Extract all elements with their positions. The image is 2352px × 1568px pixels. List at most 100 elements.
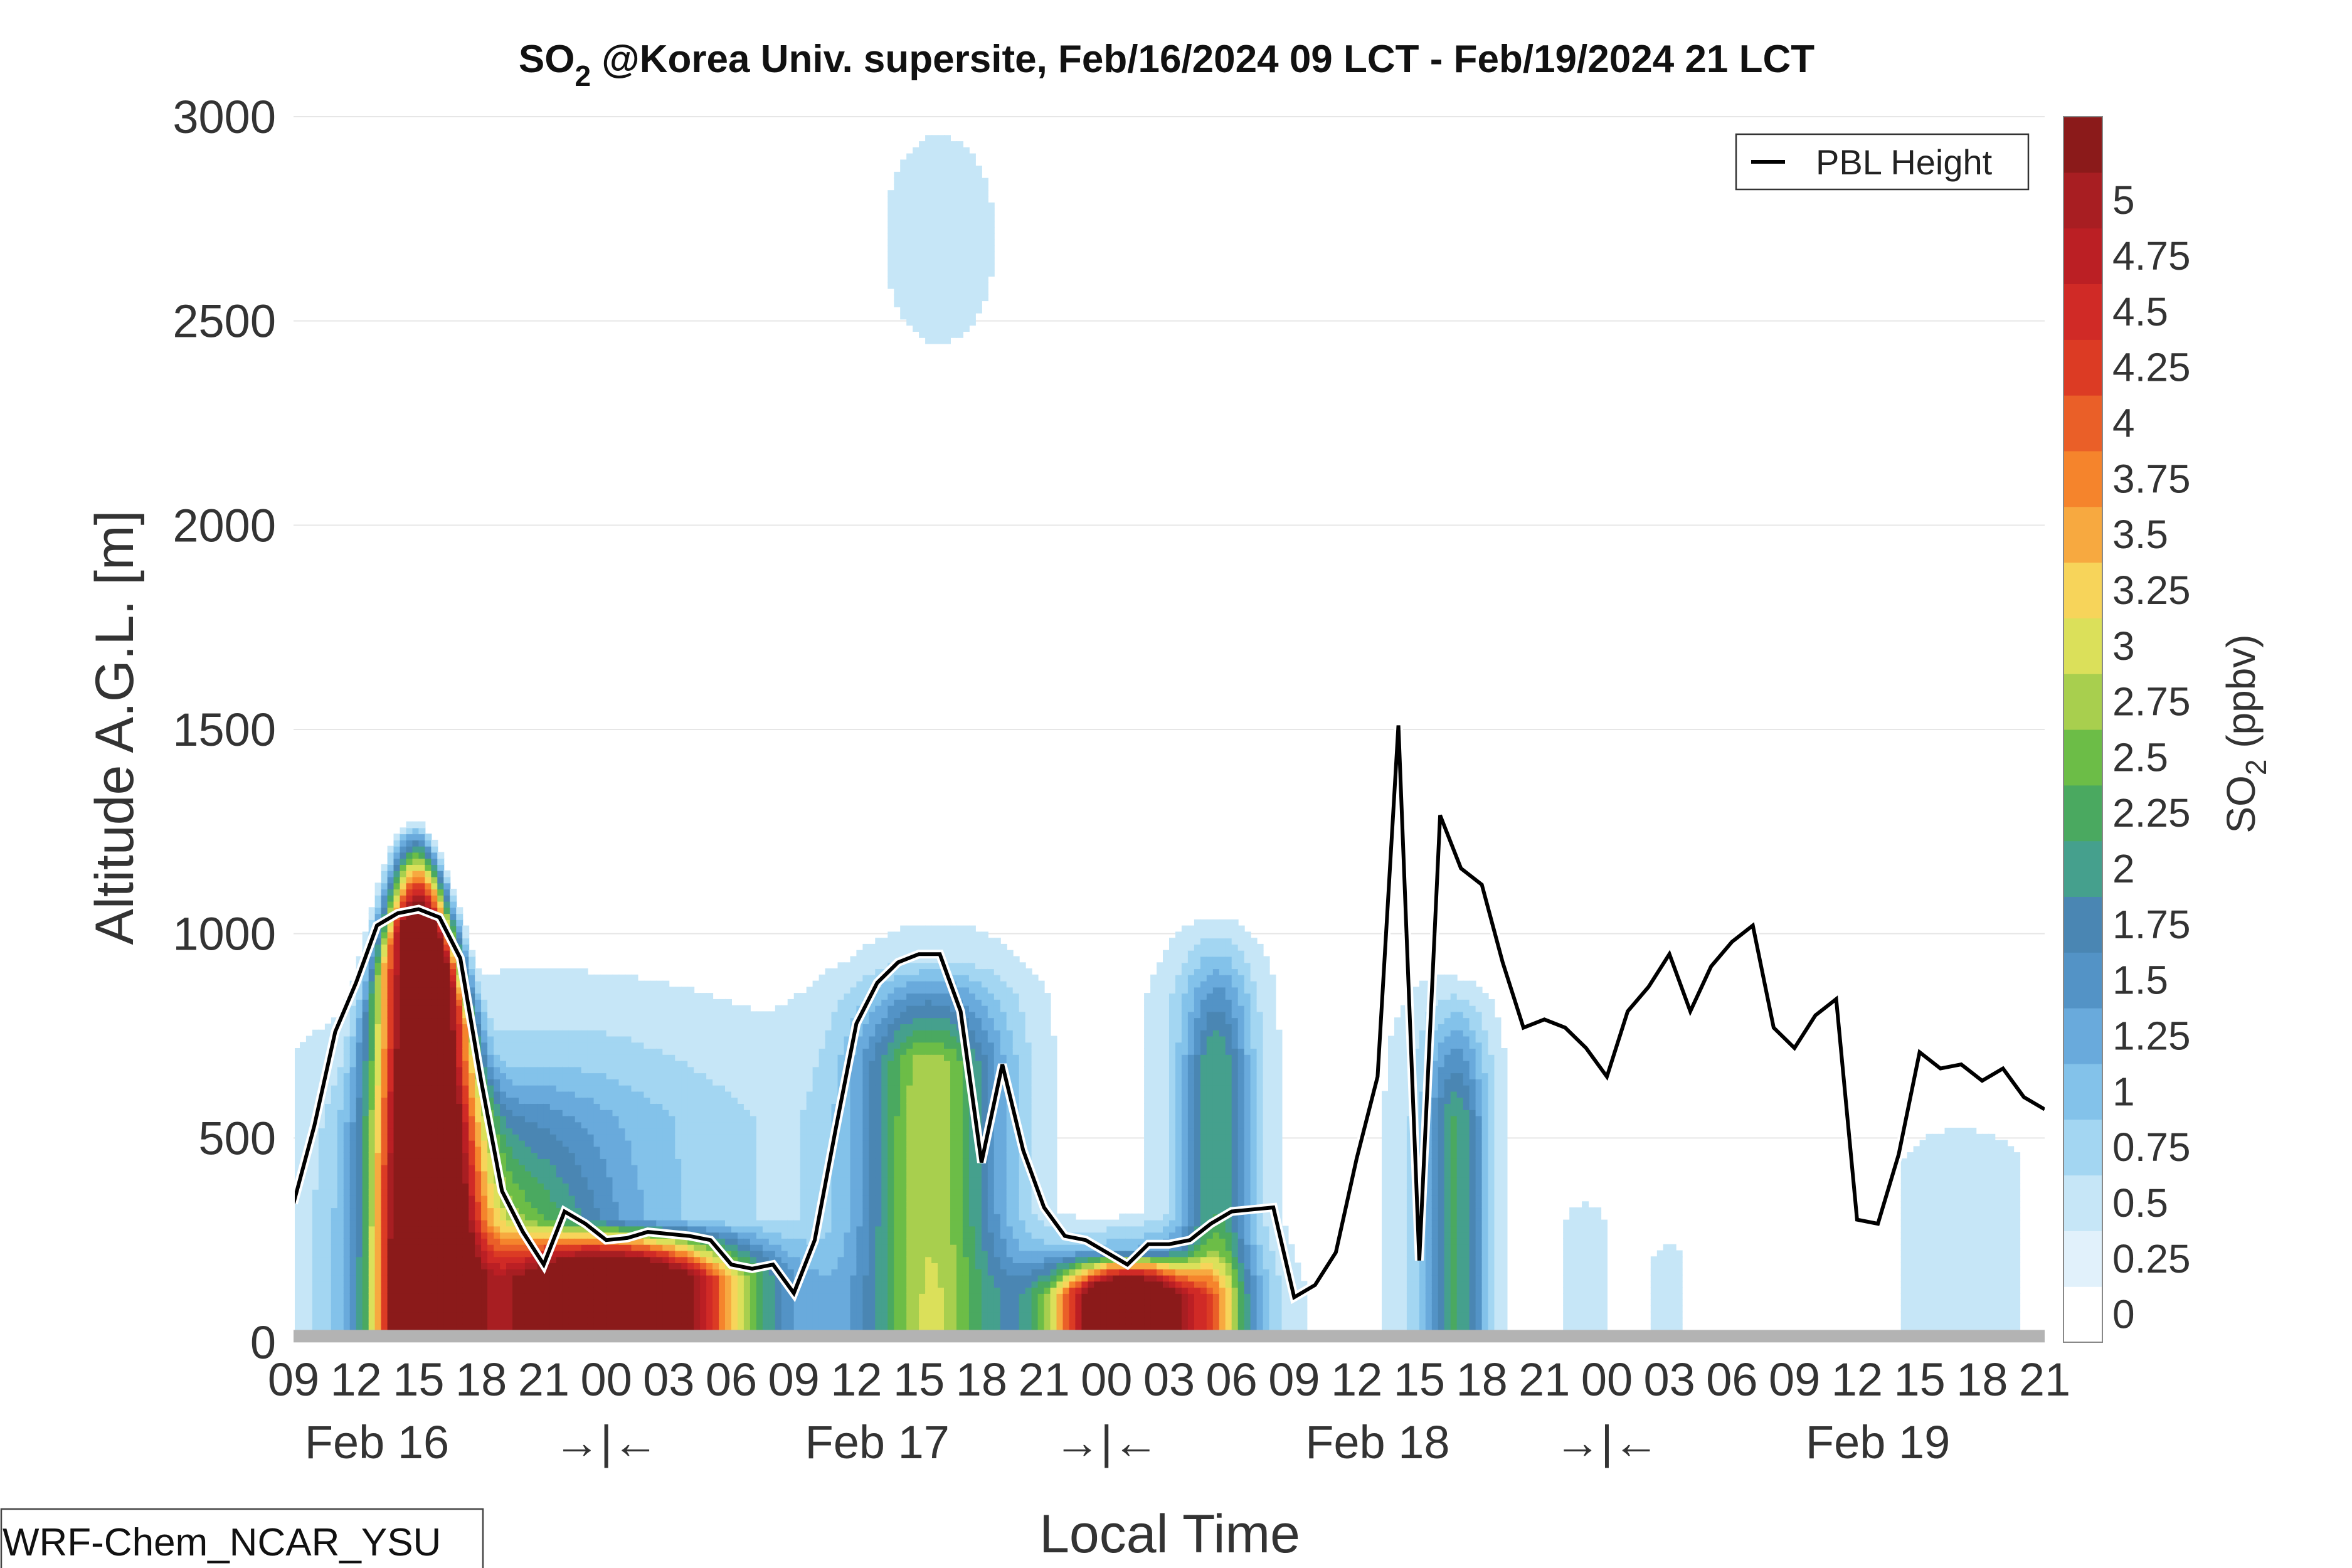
heat-cell <box>374 1060 382 1067</box>
heat-cell <box>650 1164 657 1172</box>
heat-cell <box>681 1274 689 1282</box>
heat-cell <box>500 1084 507 1092</box>
heat-cell <box>425 1274 432 1282</box>
heat-cell <box>694 1281 701 1288</box>
heat-cell <box>681 1005 689 1012</box>
heat-cell <box>593 1024 601 1030</box>
heat-cell <box>374 1293 382 1300</box>
heat-cell <box>337 1201 344 1209</box>
heat-cell <box>637 1060 645 1067</box>
heat-cell <box>712 1042 720 1049</box>
heat-cell <box>387 889 395 896</box>
heat-cell <box>593 974 601 982</box>
heat-cell <box>762 1164 770 1172</box>
heat-cell <box>731 1170 738 1178</box>
heat-cell <box>512 1036 519 1043</box>
heat-cell <box>418 950 426 957</box>
heat-cell <box>650 1323 657 1331</box>
heat-cell <box>568 1109 576 1116</box>
heat-cell <box>793 1305 801 1313</box>
heat-cell <box>562 1152 569 1159</box>
heat-cell <box>487 1066 495 1074</box>
heat-cell <box>406 1256 413 1263</box>
heat-cell <box>606 1036 613 1043</box>
heat-cell <box>469 1158 476 1165</box>
heat-cell <box>318 1128 326 1135</box>
heat-cell <box>462 1048 470 1055</box>
heat-cell <box>787 1323 795 1331</box>
heat-cell <box>524 1060 532 1067</box>
heat-cell <box>381 1183 388 1190</box>
heat-cell <box>656 1024 664 1030</box>
heat-cell <box>500 1078 507 1086</box>
heat-cell <box>324 1183 332 1190</box>
heat-cell <box>531 1219 538 1227</box>
heat-cell <box>318 1042 326 1049</box>
heat-cell <box>295 1323 300 1331</box>
heat-cell <box>662 1060 670 1067</box>
heat-cell <box>331 1323 338 1331</box>
heat-cell <box>562 974 569 982</box>
heat-cell <box>500 1140 507 1147</box>
heat-cell <box>700 1299 707 1306</box>
heat-cell <box>768 1017 776 1024</box>
heat-cell <box>387 1317 395 1325</box>
heat-cell <box>681 1195 689 1202</box>
heat-cell <box>631 1029 638 1037</box>
heat-cell <box>768 1293 776 1300</box>
heat-cell <box>556 1128 563 1135</box>
heat-cell <box>381 1232 388 1239</box>
heat-cell <box>637 1299 645 1306</box>
heat-cell <box>600 1244 607 1251</box>
heat-cell <box>743 1177 751 1184</box>
heat-cell <box>687 1140 695 1147</box>
heat-cell <box>387 919 395 926</box>
heat-cell <box>738 1152 744 1159</box>
heat-cell <box>694 1011 701 1019</box>
heat-cell <box>337 1054 344 1061</box>
heat-cell <box>656 1128 664 1135</box>
heat-cell <box>687 1323 695 1331</box>
heat-cell <box>675 1250 682 1258</box>
heat-cell <box>393 876 401 884</box>
heat-cell <box>469 974 476 982</box>
heat-cell <box>425 864 432 871</box>
heat-cell <box>743 1317 751 1325</box>
heat-cell <box>781 1299 788 1306</box>
heat-cell <box>494 1274 501 1282</box>
heat-cell <box>356 1054 363 1061</box>
heat-cell <box>431 1066 438 1074</box>
heat-cell <box>600 1133 607 1141</box>
heat-cell <box>793 1311 801 1318</box>
heat-cell <box>743 1287 751 1294</box>
heat-cell <box>337 1274 344 1282</box>
heat-cell <box>719 1042 726 1049</box>
heat-cell <box>450 1317 457 1325</box>
heat-cell <box>412 1005 420 1012</box>
heat-cell <box>756 1170 763 1178</box>
heat-cell <box>775 1091 782 1098</box>
heat-cell <box>793 1201 801 1209</box>
heat-cell <box>712 1219 720 1227</box>
heat-cell <box>406 968 413 975</box>
heat-cell <box>519 1195 526 1202</box>
heat-cell <box>312 1054 319 1061</box>
heat-cell <box>368 1029 376 1037</box>
heat-cell <box>500 1152 507 1159</box>
heat-cell <box>487 1323 495 1331</box>
heat-cell <box>631 1060 638 1067</box>
heat-cell <box>731 1281 738 1288</box>
heat-cell <box>581 980 588 988</box>
heat-cell <box>587 1017 595 1024</box>
heat-cell <box>381 1299 388 1306</box>
heat-cell <box>731 1036 738 1043</box>
heat-cell <box>456 1060 464 1067</box>
heat-cell <box>562 1024 569 1030</box>
heat-cell <box>618 1183 626 1190</box>
heat-cell <box>706 1121 714 1129</box>
heat-cell <box>781 1323 788 1331</box>
heat-cell <box>625 1274 632 1282</box>
heat-cell <box>719 1305 726 1313</box>
heat-cell <box>556 1256 563 1263</box>
heat-cell <box>587 1128 595 1135</box>
